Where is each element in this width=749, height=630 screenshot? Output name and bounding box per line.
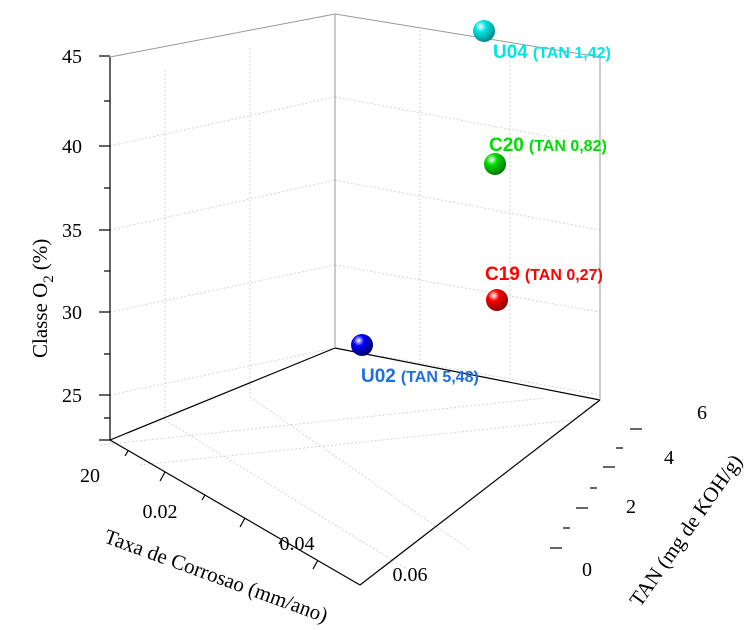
y-tick-label: 6 xyxy=(697,402,707,424)
data-point-u04 xyxy=(473,20,495,42)
z-tick-label: 30 xyxy=(62,302,82,324)
z-ticks xyxy=(99,55,110,441)
data-point-c19 xyxy=(486,289,508,311)
data-label-u04: U04 (TAN 1,42) xyxy=(493,42,611,63)
axis-frame-light xyxy=(109,13,601,400)
x-tick-label: 0.04 xyxy=(280,533,315,555)
z-tick-label: 40 xyxy=(62,136,82,158)
z-tick-label: 20 xyxy=(80,465,100,487)
z-tick-label: 25 xyxy=(62,385,82,407)
data-point-c20 xyxy=(484,153,506,175)
z-axis-title: Classe O2(%) xyxy=(28,239,57,358)
x-tick-label: 0.06 xyxy=(393,564,428,586)
y-ticks xyxy=(550,428,642,549)
grid-lines xyxy=(109,30,601,420)
data-label-u02: U02 (TAN 5,48) xyxy=(361,366,479,387)
y-tick-label: 4 xyxy=(664,447,674,469)
floor-grid xyxy=(99,396,576,569)
data-label-c20: C20 (TAN 0,82) xyxy=(489,135,607,156)
z-tick-label: 45 xyxy=(62,46,82,68)
y-axis-title: TAN (mg de KOH/g) xyxy=(624,450,747,611)
x-tick-label: 0.02 xyxy=(143,501,178,523)
data-label-c19: C19 (TAN 0,27) xyxy=(485,264,603,285)
x-ticks xyxy=(124,450,319,570)
y-tick-label: 2 xyxy=(626,496,636,518)
data-point-u02 xyxy=(351,334,373,356)
axis-frame xyxy=(109,57,601,586)
z-tick-label: 35 xyxy=(62,220,82,242)
y-tick-label: 0 xyxy=(582,559,592,581)
